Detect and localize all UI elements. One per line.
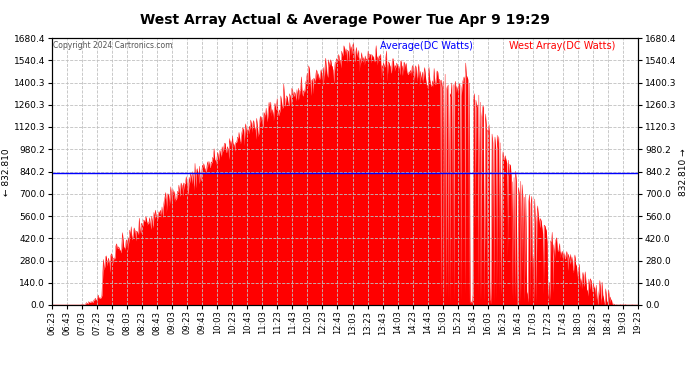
Text: West Array(DC Watts): West Array(DC Watts) — [509, 40, 615, 51]
Text: ← 832.810: ← 832.810 — [1, 149, 10, 196]
Text: Copyright 2024 Cartronics.com: Copyright 2024 Cartronics.com — [53, 40, 172, 50]
Text: West Array Actual & Average Power Tue Apr 9 19:29: West Array Actual & Average Power Tue Ap… — [140, 13, 550, 27]
Text: Average(DC Watts): Average(DC Watts) — [380, 40, 473, 51]
Text: 832.810 →: 832.810 → — [680, 149, 689, 196]
